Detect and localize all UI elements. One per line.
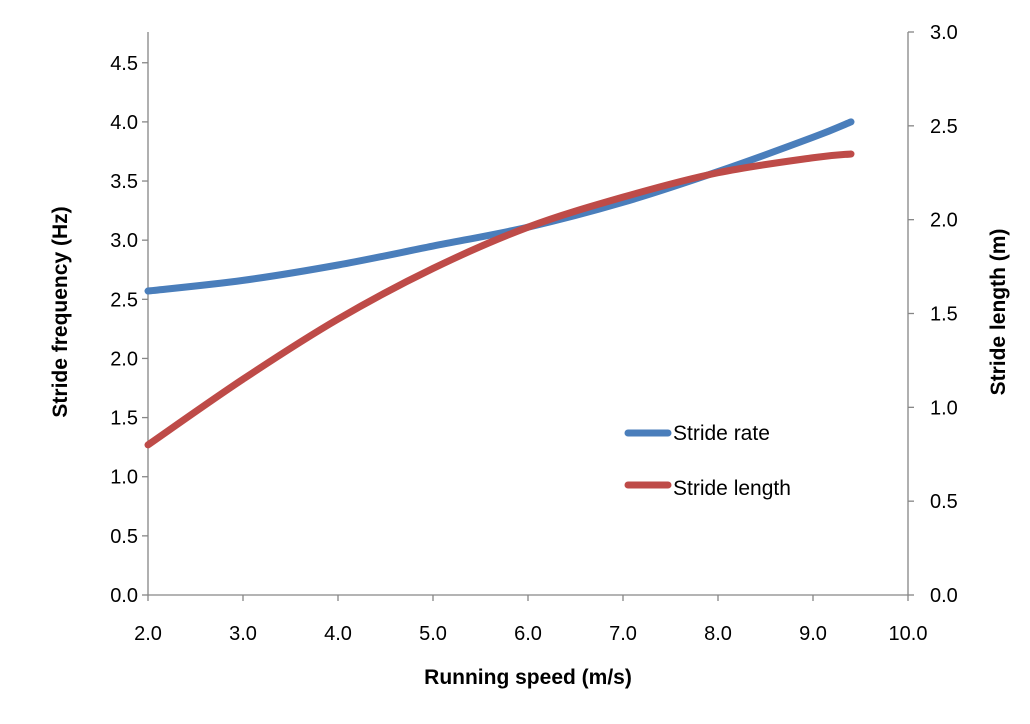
y-tick-label: 2.0 [110, 348, 138, 370]
y2-tick-label: 3.0 [930, 22, 958, 44]
x-tick-label: 7.0 [609, 623, 637, 645]
y-tick-label: 1.5 [110, 408, 138, 430]
y2-tick-label: 0.0 [930, 585, 958, 607]
y2-tick-label: 2.0 [930, 210, 958, 232]
y-tick-label: 4.5 [110, 53, 138, 75]
y-tick-label: 0.0 [110, 585, 138, 607]
x-tick-label: 9.0 [799, 623, 827, 645]
axes: 2.0 3.0 4.0 5.0 6.0 7.0 8.0 9.0 10.00.00.51.01.5… [110, 22, 958, 645]
y2-axis-title: Stride length (m) [987, 229, 1010, 396]
y2-tick-label: 0.5 [930, 491, 958, 513]
y2-tick-label: 2.5 [930, 116, 958, 138]
y-axis-title: Stride frequency (Hz) [49, 206, 72, 417]
series-line-stride-rate [144, 118, 855, 295]
y-tick-label: 4.0 [110, 112, 138, 134]
y2-tick-label: 1.5 [930, 304, 958, 326]
x-axis-title: Running speed (m/s) [424, 666, 632, 689]
x-tick-label: 10.0 [889, 623, 928, 645]
y-tick-label: 1.0 [110, 467, 138, 489]
y-tick-label: 2.5 [110, 289, 138, 311]
legend: Stride rate Stride length [624, 422, 791, 500]
y-tick-label: 3.5 [110, 171, 138, 193]
y-tick-label: 3.0 [110, 230, 138, 252]
y2-tick-label: 1.0 [930, 397, 958, 419]
x-tick-label: 6.0 [514, 623, 542, 645]
legend-label-stride-length: Stride length [673, 477, 791, 500]
x-tick-label: 2.0 [134, 623, 162, 645]
legend-label-stride-rate: Stride rate [673, 422, 770, 445]
x-tick-label: 8.0 [704, 623, 732, 645]
series-lines [144, 118, 855, 449]
x-tick-label: 5.0 [419, 623, 447, 645]
series-line-stride-length [144, 150, 855, 449]
x-tick-label: 3.0 [229, 623, 257, 645]
y-tick-label: 0.5 [110, 526, 138, 548]
x-tick-label: 4.0 [324, 623, 352, 645]
